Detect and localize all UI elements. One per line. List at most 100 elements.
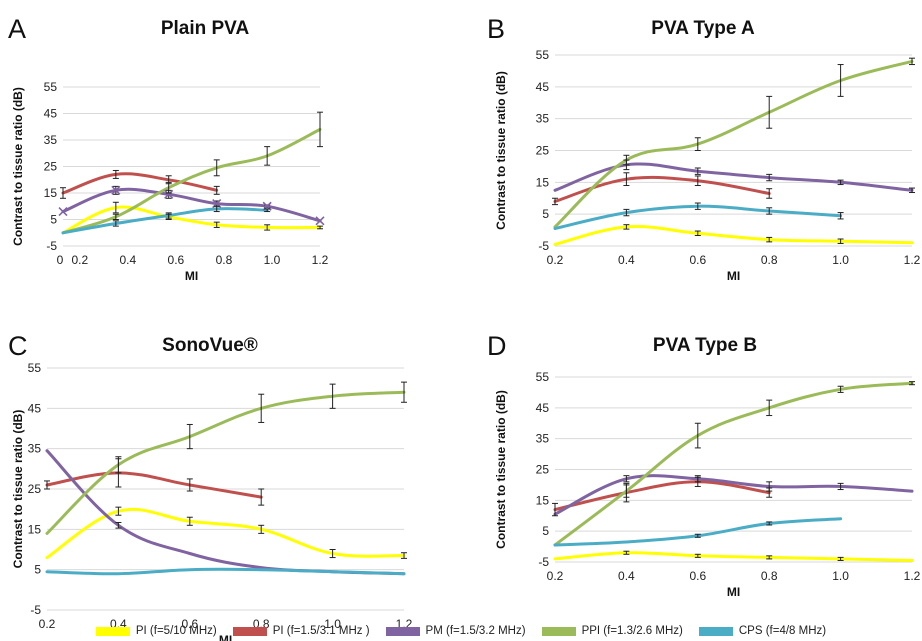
x-tick-label: 0.2 — [547, 253, 564, 267]
x-tick-label: 0.8 — [761, 569, 778, 583]
legend-swatch — [541, 626, 576, 636]
x-tick-label: 0.2 — [39, 617, 56, 631]
error-bar — [623, 172, 630, 187]
panel-letter: C — [8, 331, 28, 361]
y-tick-label: 55 — [44, 80, 58, 94]
y-tick-label: 15 — [28, 522, 42, 536]
error-bar — [837, 385, 844, 393]
y-tick-label: 45 — [44, 107, 58, 121]
x-axis-title: MI — [727, 269, 740, 283]
series-line-1 — [553, 480, 771, 512]
legend-swatch — [698, 626, 733, 636]
legend-label: PI (f=1.5/3.1 MHz ) — [272, 625, 370, 637]
series-line-3 — [61, 127, 322, 235]
x-tick-label: 0.8 — [216, 253, 233, 267]
error-bar — [213, 221, 220, 228]
legend-item: CPS (f=4/8 MHz) — [698, 625, 826, 637]
x-tick-label: 0.2 — [71, 253, 88, 267]
error-bar — [115, 456, 122, 474]
error-bar — [766, 555, 773, 560]
y-tick-label: 15 — [536, 175, 550, 189]
chart-title: SonoVue® — [162, 335, 258, 356]
legend-item: PI (f=5/10 MHz) — [95, 625, 217, 637]
error-bar — [694, 422, 701, 449]
error-bar — [317, 111, 323, 148]
x-tick-label: 1.2 — [904, 569, 921, 583]
error-bar — [112, 220, 119, 227]
x-axis-title: MI — [727, 585, 740, 599]
error-bar — [329, 549, 336, 559]
chart-panel-a: A Plain PVA -5 5 15 25 35 45 55 0 0.2 0.4 0.6 0.8 1.0 1… — [8, 14, 329, 283]
error-bar — [213, 185, 220, 195]
error-bar — [909, 187, 915, 194]
error-bar — [909, 381, 915, 386]
series-line-4 — [45, 567, 406, 576]
error-bar — [694, 475, 701, 483]
y-axis-title: Contrast to tissue ratio (dB) — [494, 71, 508, 230]
error-bar — [115, 521, 122, 529]
x-tick-label: 0.6 — [168, 253, 185, 267]
panel-letter: A — [8, 14, 26, 44]
error-bar — [766, 188, 773, 199]
error-bar — [623, 550, 630, 555]
error-bar — [186, 478, 193, 492]
legend-item: PI (f=1.5/3.1 MHz ) — [232, 625, 370, 637]
x-axis-title: MI — [219, 633, 232, 641]
error-bar — [60, 187, 66, 199]
legend-item: PPI (f=1.3/2.6 MHz) — [541, 625, 683, 637]
error-bar — [258, 488, 265, 506]
error-bar — [766, 399, 773, 417]
error-bar — [766, 236, 773, 243]
error-bar — [623, 475, 630, 483]
y-tick-label: -5 — [538, 239, 549, 253]
error-bar — [115, 506, 122, 516]
chart-panel-d: D PVA Type B -5 5 15 25 35 45 55 0.2 0.4 0.6 0.8 1.0 1… — [487, 331, 921, 599]
chart-title: PVA Type A — [651, 18, 755, 39]
x-tick-label: 1.0 — [324, 617, 341, 631]
error-bar — [165, 212, 172, 219]
error-bar — [766, 95, 773, 129]
series-line-0 — [553, 551, 914, 562]
error-bar — [264, 208, 271, 213]
y-tick-label: -5 — [30, 603, 41, 617]
series-line-2 — [61, 187, 322, 223]
error-bar — [694, 137, 701, 151]
legend-label: PPI (f=1.3/2.6 MHz) — [581, 625, 683, 637]
chart-title: PVA Type B — [653, 335, 757, 356]
error-bar — [258, 524, 265, 534]
x-tick-label: 0 — [57, 253, 64, 267]
error-bar — [329, 383, 336, 409]
x-tick-label: 1.2 — [904, 253, 921, 267]
y-tick-label: 35 — [536, 432, 550, 446]
legend-swatch — [232, 626, 267, 636]
y-tick-label: 25 — [536, 144, 550, 158]
error-bar — [317, 225, 323, 230]
error-bar — [837, 212, 844, 220]
series-line-1 — [61, 172, 219, 195]
error-bar — [694, 553, 701, 558]
x-tick-label: 1.2 — [312, 253, 329, 267]
series-line-0 — [553, 225, 914, 246]
data-point-marker — [315, 216, 325, 226]
error-bar — [112, 201, 119, 214]
error-bar — [213, 205, 220, 213]
error-bar — [694, 533, 701, 538]
legend-swatch — [385, 626, 420, 636]
error-bar — [165, 181, 172, 194]
error-bar — [694, 202, 701, 210]
y-tick-label: 55 — [536, 48, 550, 62]
error-bar — [264, 224, 271, 231]
x-tick-label: 0.4 — [618, 569, 635, 583]
legend-swatch — [95, 626, 130, 636]
x-tick-label: 0.4 — [120, 253, 137, 267]
error-bar — [837, 238, 844, 244]
y-tick-label: 25 — [28, 482, 42, 496]
y-tick-label: 5 — [50, 213, 57, 227]
x-tick-label: 0.6 — [689, 253, 706, 267]
error-bar — [623, 154, 630, 166]
legend-label: PI (f=5/10 MHz) — [135, 625, 217, 637]
error-bar — [837, 482, 844, 491]
series-line-4 — [61, 207, 269, 235]
x-tick-label: 0.6 — [689, 569, 706, 583]
